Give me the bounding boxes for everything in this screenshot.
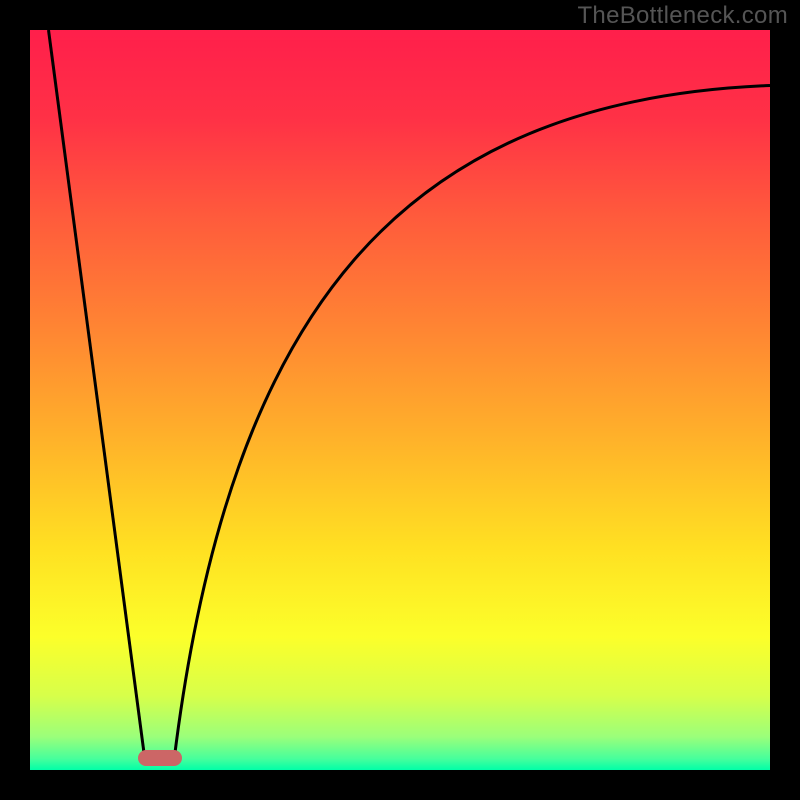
curve-layer — [30, 30, 770, 770]
chart-frame: TheBottleneck.com — [0, 0, 800, 800]
optimal-marker — [138, 750, 182, 766]
gradient-background — [30, 30, 770, 770]
watermark-text: TheBottleneck.com — [577, 2, 788, 30]
plot-area — [30, 30, 770, 770]
